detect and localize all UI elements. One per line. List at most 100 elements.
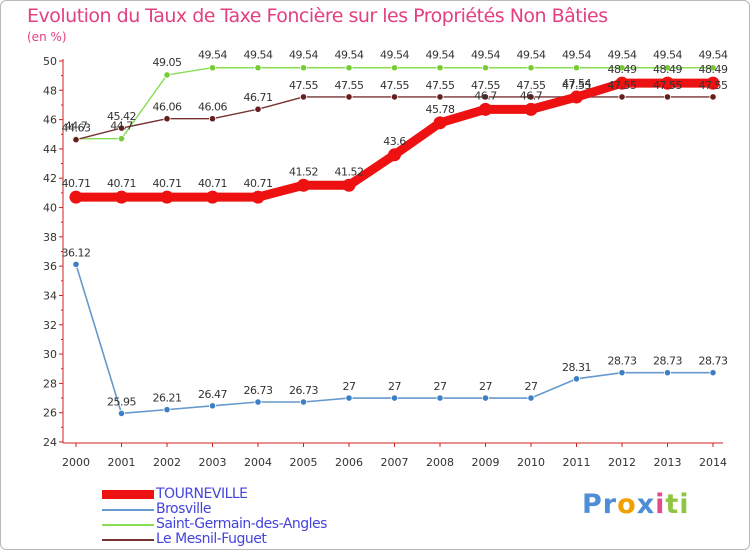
- data-point: [208, 402, 217, 410]
- data-point: [299, 93, 308, 101]
- x-tick-label: 2009: [472, 456, 500, 469]
- data-label: 40.71: [107, 177, 136, 190]
- data-point: [390, 93, 399, 101]
- x-tick-label: 2007: [381, 456, 409, 469]
- data-label: 47.55: [653, 79, 682, 92]
- data-label: 45.42: [107, 110, 136, 123]
- data-label: 27: [434, 380, 447, 393]
- y-tick-label: 36: [43, 260, 57, 273]
- data-point: [390, 394, 399, 402]
- data-label: 49.54: [608, 49, 637, 62]
- data-point: [709, 369, 717, 377]
- legend-label: Le Mesnil-Fuguet: [156, 531, 267, 547]
- data-point: [436, 64, 444, 72]
- data-point: [572, 375, 581, 383]
- data-label: 28.73: [608, 355, 637, 368]
- x-tick-label: 2006: [335, 456, 363, 469]
- data-point: [618, 64, 626, 72]
- data-point: [345, 394, 353, 402]
- x-tick-label: 2004: [244, 456, 272, 469]
- data-point: [570, 90, 583, 104]
- data-point: [663, 93, 672, 101]
- x-tick-label: 2001: [108, 456, 136, 469]
- data-point: [206, 190, 219, 204]
- data-label: 44.7: [110, 120, 133, 133]
- data-label: 46.06: [153, 101, 182, 114]
- x-tick-label: 2008: [426, 456, 454, 469]
- data-label: 40.71: [198, 177, 227, 190]
- data-point: [527, 93, 535, 101]
- data-label: 26.21: [153, 392, 182, 405]
- data-label: 41.52: [289, 165, 318, 178]
- data-label: 46.06: [198, 101, 227, 114]
- data-point: [572, 64, 581, 72]
- data-label: 36.12: [62, 246, 91, 259]
- data-point: [299, 64, 308, 72]
- data-point: [436, 93, 444, 101]
- data-point: [481, 93, 490, 101]
- data-point: [163, 115, 171, 123]
- data-label: 47.55: [517, 79, 546, 92]
- data-label: 43.6: [383, 135, 406, 148]
- data-label: 27: [388, 380, 401, 393]
- data-point: [254, 398, 262, 406]
- data-point: [117, 409, 126, 418]
- x-tick-label: 2005: [290, 456, 318, 469]
- data-point: [208, 115, 217, 123]
- legend-item: Saint-Germain-des-Angles: [102, 517, 327, 532]
- x-tick-label: 2003: [199, 456, 227, 469]
- data-point: [706, 76, 720, 90]
- data-label: 48.49: [608, 63, 637, 76]
- y-tick-label: 28: [43, 377, 57, 390]
- data-label: 26.73: [244, 384, 273, 397]
- data-label: 47.55: [380, 79, 409, 92]
- data-point: [436, 394, 444, 402]
- y-tick-label: 32: [43, 319, 57, 332]
- data-point: [345, 64, 353, 72]
- data-label: 49.54: [653, 49, 682, 62]
- legend-label: Brosville: [156, 501, 211, 517]
- data-point: [299, 398, 308, 406]
- legend-swatch: [102, 538, 154, 541]
- data-label: 28.73: [699, 355, 728, 368]
- data-label: 26.73: [289, 384, 318, 397]
- data-label: 48.49: [653, 63, 682, 76]
- data-label: 47.54: [562, 77, 591, 90]
- y-tick-label: 40: [43, 202, 57, 215]
- data-label: 47.55: [608, 79, 637, 92]
- data-label: 49.54: [289, 49, 318, 62]
- data-label: 40.71: [62, 177, 91, 190]
- data-label: 45.78: [426, 103, 455, 116]
- data-label: 46.7: [474, 89, 497, 102]
- data-label: 49.05: [153, 56, 182, 69]
- data-label: 48.49: [699, 63, 728, 76]
- series-le-mesnil-fuguet: [72, 93, 717, 144]
- data-label: 25.95: [107, 395, 136, 408]
- data-point: [208, 64, 217, 72]
- y-tick-label: 24: [43, 436, 57, 449]
- data-label: 49.54: [517, 49, 546, 62]
- y-tick-label: 30: [43, 348, 57, 361]
- legend-item: Brosville: [102, 502, 327, 517]
- data-point: [342, 178, 356, 192]
- data-label: 47.55: [289, 79, 318, 92]
- data-label: 28.31: [562, 361, 591, 374]
- data-point: [72, 260, 80, 268]
- y-tick-label: 50: [43, 55, 57, 68]
- legend-swatch: [102, 523, 154, 526]
- y-axis-unit-label: (en %): [27, 30, 67, 44]
- data-point: [481, 394, 490, 402]
- data-point: [160, 190, 174, 204]
- y-tick-label: 38: [43, 231, 57, 244]
- data-point: [481, 64, 490, 72]
- data-label: 47.55: [426, 79, 455, 92]
- legend-item: Le Mesnil-Fuguet: [102, 532, 327, 547]
- data-label: 49.54: [426, 49, 455, 62]
- data-label: 49.54: [699, 49, 728, 62]
- logo-letter: t: [665, 489, 680, 520]
- data-point: [663, 369, 672, 377]
- y-tick-label: 46: [43, 114, 57, 127]
- data-point: [251, 190, 265, 204]
- data-label: 44.63: [62, 122, 91, 135]
